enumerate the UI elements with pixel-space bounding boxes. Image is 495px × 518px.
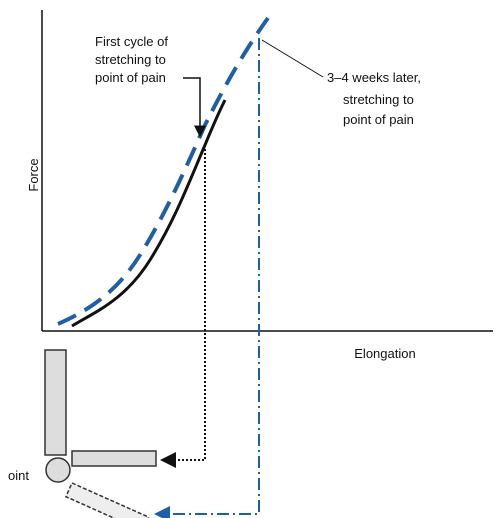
- later-curve: [57, 16, 270, 326]
- later-projection: [154, 38, 260, 518]
- limb-lower: [71, 450, 157, 467]
- annotation-line: stretching to: [95, 52, 166, 67]
- x-axis-label: Elongation: [354, 346, 415, 361]
- annotation-arrow: [183, 77, 206, 138]
- first-cycle-curve: [71, 99, 227, 328]
- limb-upper: [44, 349, 67, 456]
- first-cycle-projection: [160, 145, 206, 468]
- annotation-line: stretching to: [343, 92, 414, 107]
- annotation-line: 3–4 weeks later,: [327, 70, 421, 85]
- joint-label: oint: [8, 468, 29, 483]
- annotation-line: First cycle of: [95, 34, 168, 49]
- joint: [45, 457, 71, 483]
- annotation-leader: [261, 39, 324, 78]
- annotation-line: point of pain: [95, 70, 166, 85]
- y-axis-label: Force: [26, 158, 41, 191]
- annotation-line: point of pain: [343, 112, 414, 127]
- limb-stretched: [64, 482, 150, 518]
